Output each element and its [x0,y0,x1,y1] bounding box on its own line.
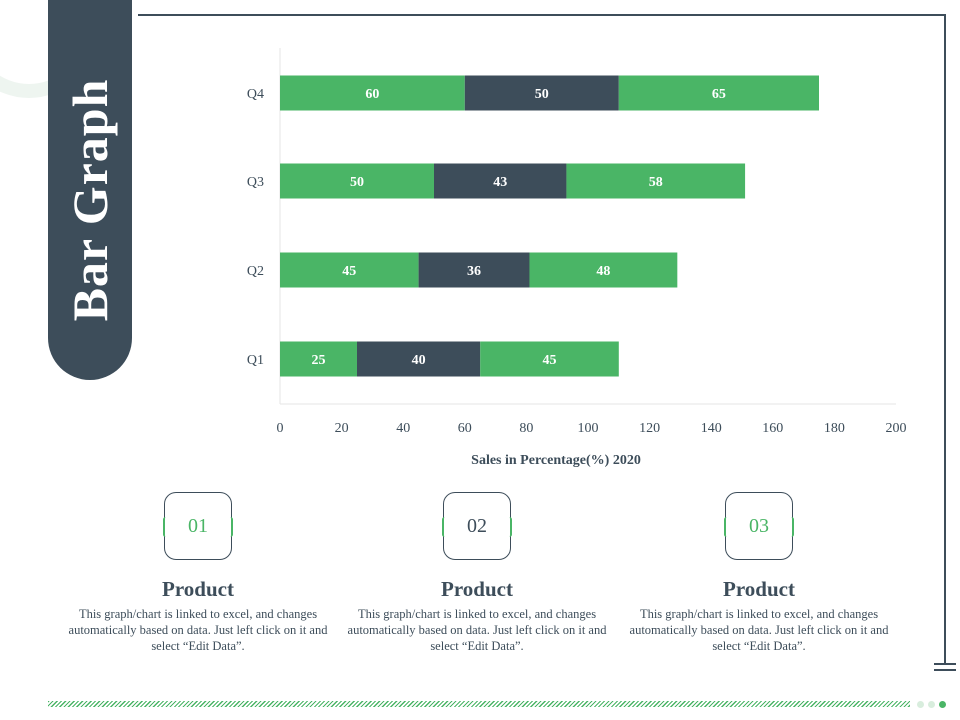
data-label: 43 [493,175,507,190]
data-label: 25 [312,353,326,368]
badge-accent [724,517,729,537]
badge-accent [789,517,794,537]
data-label: 65 [712,87,726,102]
bar-segment [529,252,678,288]
x-tick-label: 60 [458,421,472,436]
frame-right-line [944,14,946,664]
y-tick-label: Q3 [247,175,264,190]
bar-segment [280,252,419,288]
data-label: 45 [342,264,356,279]
bar-segment [566,163,746,199]
x-tick-label: 0 [277,421,284,436]
x-tick-label: 140 [701,421,722,436]
y-tick-label: Q4 [247,87,264,102]
x-tick-label: 120 [639,421,660,436]
bar-segment [480,341,619,377]
card-title: Product [723,577,795,601]
x-tick-label: 20 [335,421,349,436]
data-label: 60 [365,87,379,102]
footer-hatch-band [48,701,910,707]
bar-segment [357,341,481,377]
title-pill [48,0,132,380]
x-tick-label: 160 [762,421,783,436]
x-tick-label: 100 [578,421,599,436]
card-description: This graph/chart is linked to excel, and… [347,607,607,653]
x-axis-title: Sales in Percentage(%) 2020 [471,453,641,468]
card-description: This graph/chart is linked to excel, and… [629,607,889,653]
footer-dot [917,701,924,708]
bar-segment [280,163,434,199]
footer-dot [928,701,935,708]
data-label: 36 [467,264,481,279]
bar-segment [280,341,357,377]
frame-top-line [138,14,946,16]
bar-chart: 25 40 45 Q1 45 36 48 Q2 50 43 58 Q3 60 50 65 Q4 0 20 40 60 8… [247,48,907,468]
bar-segment [280,75,465,111]
y-tick-label: Q1 [247,353,264,368]
number-badge: 03 [724,492,794,560]
frame-foot-line [934,663,956,665]
bar-segment [464,75,619,111]
badge-number: 03 [749,514,769,537]
x-tick-label: 40 [396,421,410,436]
card-title: Product [162,577,234,601]
bar-segment [418,252,530,288]
card-description: This graph/chart is linked to excel, and… [68,607,328,653]
number-badge: 02 [442,492,512,560]
bar-segment [618,75,819,111]
y-tick-label: Q2 [247,264,264,279]
frame-foot-line [934,669,956,671]
data-label: 58 [649,175,663,190]
badge-number: 01 [188,514,208,537]
badge-accent [442,517,447,537]
data-label: 50 [350,175,364,190]
badge-accent [228,517,233,537]
card-title: Product [441,577,513,601]
footer-dot [939,701,946,708]
number-badge: 01 [163,492,233,560]
data-label: 50 [535,87,549,102]
badge-accent [507,517,512,537]
x-tick-label: 80 [519,421,533,436]
data-label: 48 [596,264,610,279]
x-tick-label: 200 [886,421,907,436]
badge-number: 02 [467,514,487,537]
data-label: 45 [543,353,557,368]
data-label: 40 [412,353,426,368]
bar-segment [434,163,567,199]
x-tick-label: 180 [824,421,845,436]
badge-accent [163,517,168,537]
